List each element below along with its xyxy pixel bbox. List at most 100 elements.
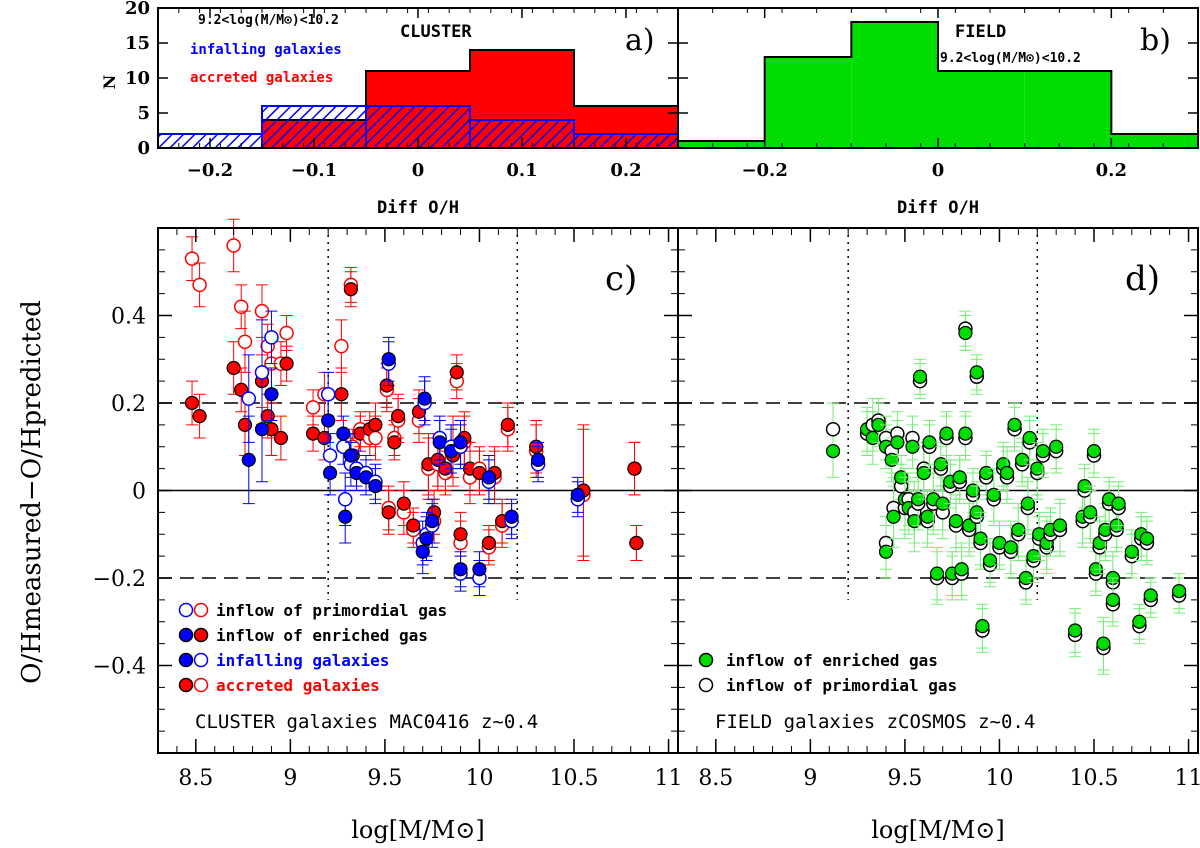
x-tick-label: 10 [985, 766, 1013, 791]
y-tick-label: 15 [125, 33, 150, 54]
primordial-gas-point [322, 448, 338, 463]
enriched-gas-point [322, 465, 338, 481]
enriched-gas-point [237, 417, 253, 432]
enriched-gas-point [1022, 430, 1037, 446]
enriched-gas-point [939, 426, 954, 441]
primordial-gas-point [337, 492, 353, 507]
enriched-gas-point [878, 544, 894, 559]
panel-d-label: d) [1125, 259, 1160, 299]
scatter-cluster-panel: 8.5 9 9.5 10 10.5 11 −0.4 −0.2 0 0.2 0.4 c) inflow… [17, 218, 683, 844]
enriched-gas-point [1030, 461, 1045, 476]
enriched-gas-point [1171, 584, 1187, 599]
enriched-gas-point [954, 562, 969, 577]
enriched-gas-point [449, 365, 464, 380]
legend-accreted-label: accreted galaxies [190, 70, 333, 86]
enriched-gas-point [825, 444, 841, 459]
primordial-gas-point [279, 325, 294, 341]
enriched-gas-point [1007, 417, 1022, 432]
primordial-gas-point [184, 251, 200, 266]
enriched-gas-point [343, 282, 358, 297]
enriched-gas-point [472, 562, 487, 577]
enriched-gas-point [453, 527, 468, 542]
enriched-gas-point [338, 509, 353, 524]
x-tick-label: 11 [655, 766, 683, 791]
enriched-gas-point [279, 356, 294, 371]
legend-marker-filled-blue [178, 652, 194, 668]
enriched-gas-point [368, 417, 383, 432]
enriched-gas-point [1139, 531, 1155, 546]
enriched-gas-point [1124, 544, 1139, 559]
mass-range-label: 9.2<log(M/M⊙)<10.2 [198, 13, 339, 28]
enriched-gas-point [500, 417, 515, 432]
y-tick-label: 20 [125, 0, 150, 19]
y-tick-label: 5 [137, 103, 150, 124]
y-axis-label-oh: O/Hmeasured−O/Hpredicted [17, 300, 47, 684]
enriched-gas-point [965, 483, 981, 498]
enriched-gas-point [260, 409, 275, 424]
primordial-gas-point [305, 400, 321, 415]
field-mass-range-label: 9.2<log(M/M⊙)<10.2 [940, 51, 1081, 66]
enriched-gas-point [419, 531, 434, 546]
x-tick-label: −0.2 [187, 160, 233, 181]
enriched-gas-point [958, 325, 973, 341]
enriched-gas-point [321, 413, 336, 428]
legend-text: inflow of enriched gas [726, 651, 938, 670]
enriched-gas-point [986, 487, 1001, 502]
legend-marker-filled-red [178, 677, 194, 693]
y-tick-label: −0.2 [93, 567, 146, 592]
enriched-gas-point [254, 422, 270, 437]
enriched-gas-point [1052, 518, 1068, 533]
legend-marker-open-red [193, 602, 209, 618]
legend-marker-filled-green [698, 652, 714, 668]
primordial-gas-point [233, 299, 249, 314]
x-axis-label-d: log[M/M⊙] [871, 816, 1005, 844]
enriched-gas-point [958, 426, 973, 441]
enriched-gas-point [241, 452, 256, 467]
hist-outline [678, 21, 1198, 142]
enriched-gas-point [999, 465, 1015, 481]
enriched-gas-point [1020, 496, 1035, 511]
primordial-gas-point [254, 365, 270, 380]
legend-text: infalling galaxies [216, 651, 389, 670]
enriched-gas-point [629, 535, 644, 551]
hist-bar [1111, 134, 1198, 148]
legend-marker-open-blue [193, 652, 209, 668]
enriched-gas-point [1003, 540, 1018, 555]
x-tick-label: 10.5 [550, 766, 599, 791]
x-tick-label: 9 [803, 766, 817, 791]
enriched-gas-point [1035, 444, 1051, 459]
x-tick-label: 9.5 [367, 766, 402, 791]
x-tick-label: 10 [465, 766, 493, 791]
x-axis-label-b: Diff O/H [897, 198, 979, 218]
enriched-gas-point [570, 487, 585, 502]
enriched-gas-point [920, 509, 935, 524]
enriched-gas-point [905, 439, 920, 454]
enriched-gas-point [1086, 444, 1102, 459]
enriched-gas-point [948, 514, 964, 529]
panel-a-label: a) [625, 23, 655, 58]
enriched-gas-point [184, 395, 200, 411]
enriched-gas-point [912, 369, 928, 384]
x-tick-label: 9.5 [887, 766, 922, 791]
enriched-gas-point [1083, 505, 1098, 520]
legend-marker-filled-blue [178, 627, 194, 643]
primordial-gas-point [825, 422, 841, 437]
cluster-legend: inflow of primordial gas inflow of enrich… [178, 601, 447, 695]
enriched-gas-point [922, 435, 937, 450]
y-tick-label: 0 [137, 138, 150, 159]
enriched-gas-point [1096, 636, 1111, 651]
enriched-gas-point [1105, 592, 1121, 607]
enriched-gas-point [929, 566, 945, 581]
enriched-gas-point [975, 619, 990, 634]
x-tick-label: 0.1 [506, 160, 537, 181]
enriched-gas-point [415, 544, 430, 559]
enriched-gas-point [890, 435, 905, 450]
enriched-gas-point [1132, 614, 1147, 629]
enriched-gas-point [1143, 588, 1158, 603]
cluster-title: CLUSTER [400, 22, 472, 42]
hist-bar [764, 57, 852, 148]
primordial-gas-point [237, 334, 253, 349]
enriched-gas-point [396, 496, 411, 511]
hist-bar [678, 141, 765, 148]
